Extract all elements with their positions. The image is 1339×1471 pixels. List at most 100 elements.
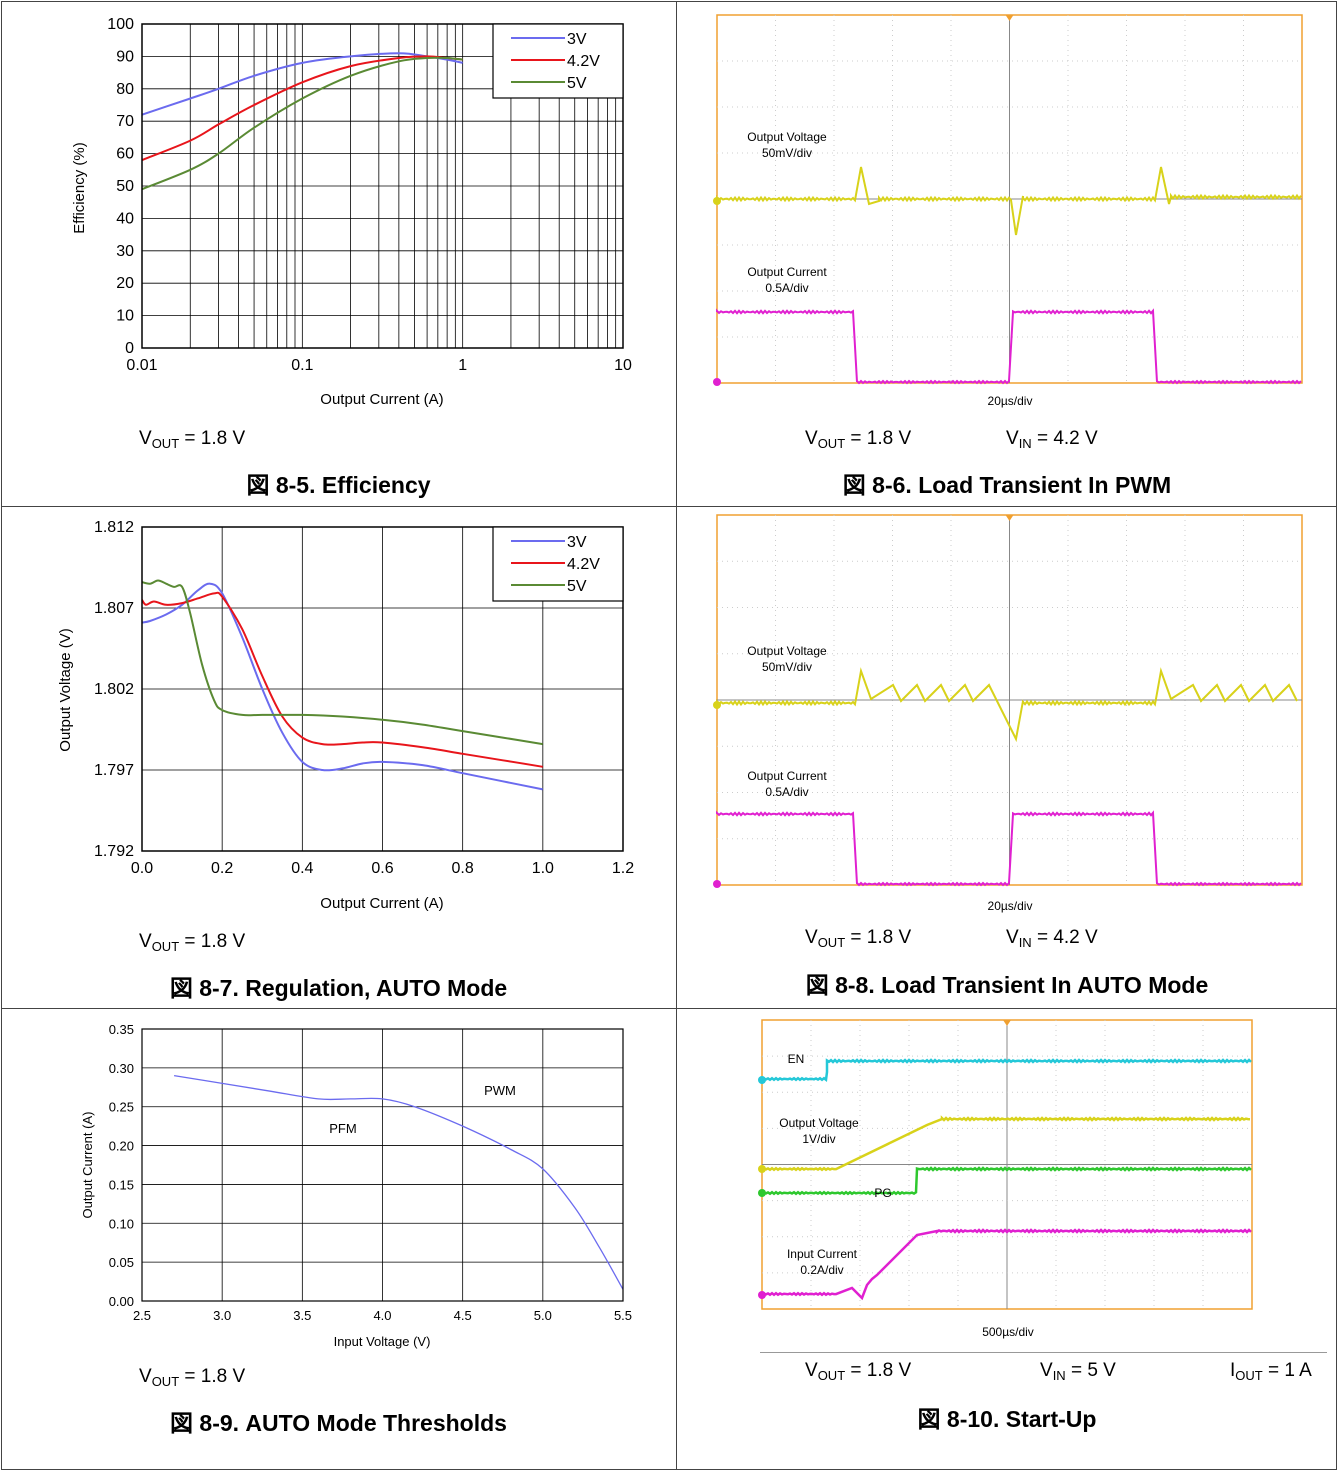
fig-8-7-conditions: VOUT = 1.8 V xyxy=(139,931,246,954)
regulation-plot-frame xyxy=(141,526,624,852)
y-tick-label: 80 xyxy=(116,81,134,98)
efficiency-x-ticks: 0.01 0.1 1 10 xyxy=(126,357,632,374)
startup-en-label: EN xyxy=(788,1052,805,1066)
auto-voltage-label: Output Voltage xyxy=(747,644,827,658)
efficiency-legend: 3V 4.2V 5V xyxy=(492,23,624,99)
legend-label: 4.2V xyxy=(567,556,600,573)
fig-8-8-vout: VOUT = 1.8 V xyxy=(805,927,912,950)
channel-marker-ch1 xyxy=(713,701,721,709)
x-tick-label: 3.0 xyxy=(213,1308,231,1323)
y-tick-label: 0.25 xyxy=(109,1100,134,1115)
pfm-annotation: PFM xyxy=(329,1121,356,1136)
fig-8-10-vout: VOUT = 1.8 V xyxy=(805,1360,912,1383)
efficiency-plot-frame xyxy=(141,23,624,349)
legend-label: 5V xyxy=(567,578,587,595)
pwm-current-trace xyxy=(716,308,1302,385)
series-line-threshold xyxy=(173,1074,624,1290)
startup-iin-trace xyxy=(761,1228,1252,1301)
series-line-3V xyxy=(141,582,543,791)
fig-8-10-vin: VIN = 5 V xyxy=(1040,1360,1116,1383)
x-tick-label: 0.01 xyxy=(126,357,157,374)
channel-marker-ch4 xyxy=(758,1291,766,1299)
y-tick-label: 70 xyxy=(116,113,134,130)
y-tick-label: 1.797 xyxy=(94,762,134,779)
y-tick-label: 0.35 xyxy=(109,1022,134,1037)
pwm-annotation: PWM xyxy=(484,1083,516,1098)
channel-marker-ch2 xyxy=(758,1076,766,1084)
fig-8-8-caption: 図 8-8. Load Transient In AUTO Mode xyxy=(805,972,1209,998)
x-tick-label: 5.0 xyxy=(534,1308,552,1323)
series-line-5V xyxy=(141,579,543,746)
pwm-voltage-trace xyxy=(716,166,1302,236)
row-divider-2 xyxy=(1,1008,1337,1009)
pwm-scope: Output Voltage 50mV/div Output Current 0… xyxy=(713,14,1303,408)
startup-scope: EN Output Voltage 1V/div PG Input Curren… xyxy=(758,1019,1253,1339)
pwm-current-scale: 0.5A/div xyxy=(765,281,808,295)
startup-pg-trace xyxy=(761,1166,1252,1196)
trigger-marker xyxy=(1005,515,1014,521)
thresholds-x-ticks: 2.5 3.0 3.5 4.0 4.5 5.0 5.5 xyxy=(133,1308,632,1323)
startup-scope-screen xyxy=(758,1019,1253,1310)
y-tick-label: 1.802 xyxy=(94,681,134,698)
y-tick-label: 50 xyxy=(116,178,134,195)
channel-marker-ch4 xyxy=(713,378,721,386)
y-tick-label: 60 xyxy=(116,146,134,163)
efficiency-y-ticks: 0 10 20 30 40 50 60 70 80 90 100 xyxy=(107,16,134,357)
y-tick-label: 0.00 xyxy=(109,1294,134,1309)
y-tick-label: 0.05 xyxy=(109,1255,134,1270)
x-tick-label: 0.8 xyxy=(452,860,474,877)
fig-8-6-caption: 図 8-6. Load Transient In PWM xyxy=(842,472,1172,498)
auto-voltage-trace xyxy=(716,667,1298,743)
efficiency-chart: 0 10 20 30 40 50 60 70 80 90 100 0.01 0.1 1 10 Output… xyxy=(71,16,632,408)
auto-timebase: 20µs/div xyxy=(988,899,1033,913)
regulation-series xyxy=(141,579,543,791)
startup-vout-trace xyxy=(761,1115,1251,1172)
series-line-4.2V xyxy=(141,591,543,768)
x-tick-label: 0.6 xyxy=(371,860,393,877)
channel-marker-ch1 xyxy=(713,197,721,205)
regulation-x-axis-label: Output Current (A) xyxy=(320,895,443,912)
legend-label: 3V xyxy=(567,534,587,551)
pwm-timebase: 20µs/div xyxy=(988,394,1033,408)
x-tick-label: 4.0 xyxy=(373,1308,391,1323)
x-tick-label: 3.5 xyxy=(293,1308,311,1323)
regulation-y-axis-label: Output Voltage (V) xyxy=(57,628,74,751)
y-tick-label: 1.807 xyxy=(94,600,134,617)
series-line-5V xyxy=(141,56,463,191)
thresholds-y-axis-label: Output Current (A) xyxy=(80,1112,95,1219)
x-tick-label: 1.2 xyxy=(612,860,634,877)
y-tick-label: 20 xyxy=(116,275,134,292)
y-tick-label: 0 xyxy=(125,340,134,357)
fig-8-5-caption: 図 8-5. Efficiency xyxy=(246,472,431,498)
fig-8-9-caption: 図 8-9. AUTO Mode Thresholds xyxy=(170,1410,507,1436)
startup-vout-scale: 1V/div xyxy=(802,1132,835,1146)
row-divider-1 xyxy=(1,506,1337,507)
regulation-legend: 3V 4.2V 5V xyxy=(492,526,624,602)
y-tick-label: 90 xyxy=(116,48,134,65)
fig-8-10-iout: IOUT = 1 A xyxy=(1230,1360,1312,1383)
pwm-voltage-label: Output Voltage xyxy=(747,130,827,144)
auto-voltage-scale: 50mV/div xyxy=(762,660,812,674)
startup-separator xyxy=(760,1352,1327,1353)
pwm-scope-screen xyxy=(713,14,1303,386)
startup-en-trace xyxy=(761,1058,1252,1082)
thresholds-x-axis-label: Input Voltage (V) xyxy=(334,1334,431,1349)
x-tick-label: 5.5 xyxy=(614,1308,632,1323)
trigger-marker xyxy=(1005,15,1014,21)
thresholds-series xyxy=(173,1074,624,1290)
column-divider xyxy=(676,1,677,1470)
y-tick-label: 0.30 xyxy=(109,1061,134,1076)
auto-current-label: Output Current xyxy=(747,769,827,783)
x-tick-label: 0.4 xyxy=(291,860,313,877)
regulation-y-ticks: 1.792 1.797 1.802 1.807 1.812 xyxy=(94,519,134,860)
y-tick-label: 1.812 xyxy=(94,519,134,536)
y-tick-label: 10 xyxy=(116,308,134,325)
y-tick-label: 0.10 xyxy=(109,1216,134,1231)
efficiency-series xyxy=(141,52,463,191)
auto-scope: Output Voltage 50mV/div Output Current 0… xyxy=(713,514,1303,913)
x-tick-label: 4.5 xyxy=(454,1308,472,1323)
y-tick-label: 1.792 xyxy=(94,843,134,860)
fig-8-10-caption: 図 8-10. Start-Up xyxy=(917,1406,1097,1432)
